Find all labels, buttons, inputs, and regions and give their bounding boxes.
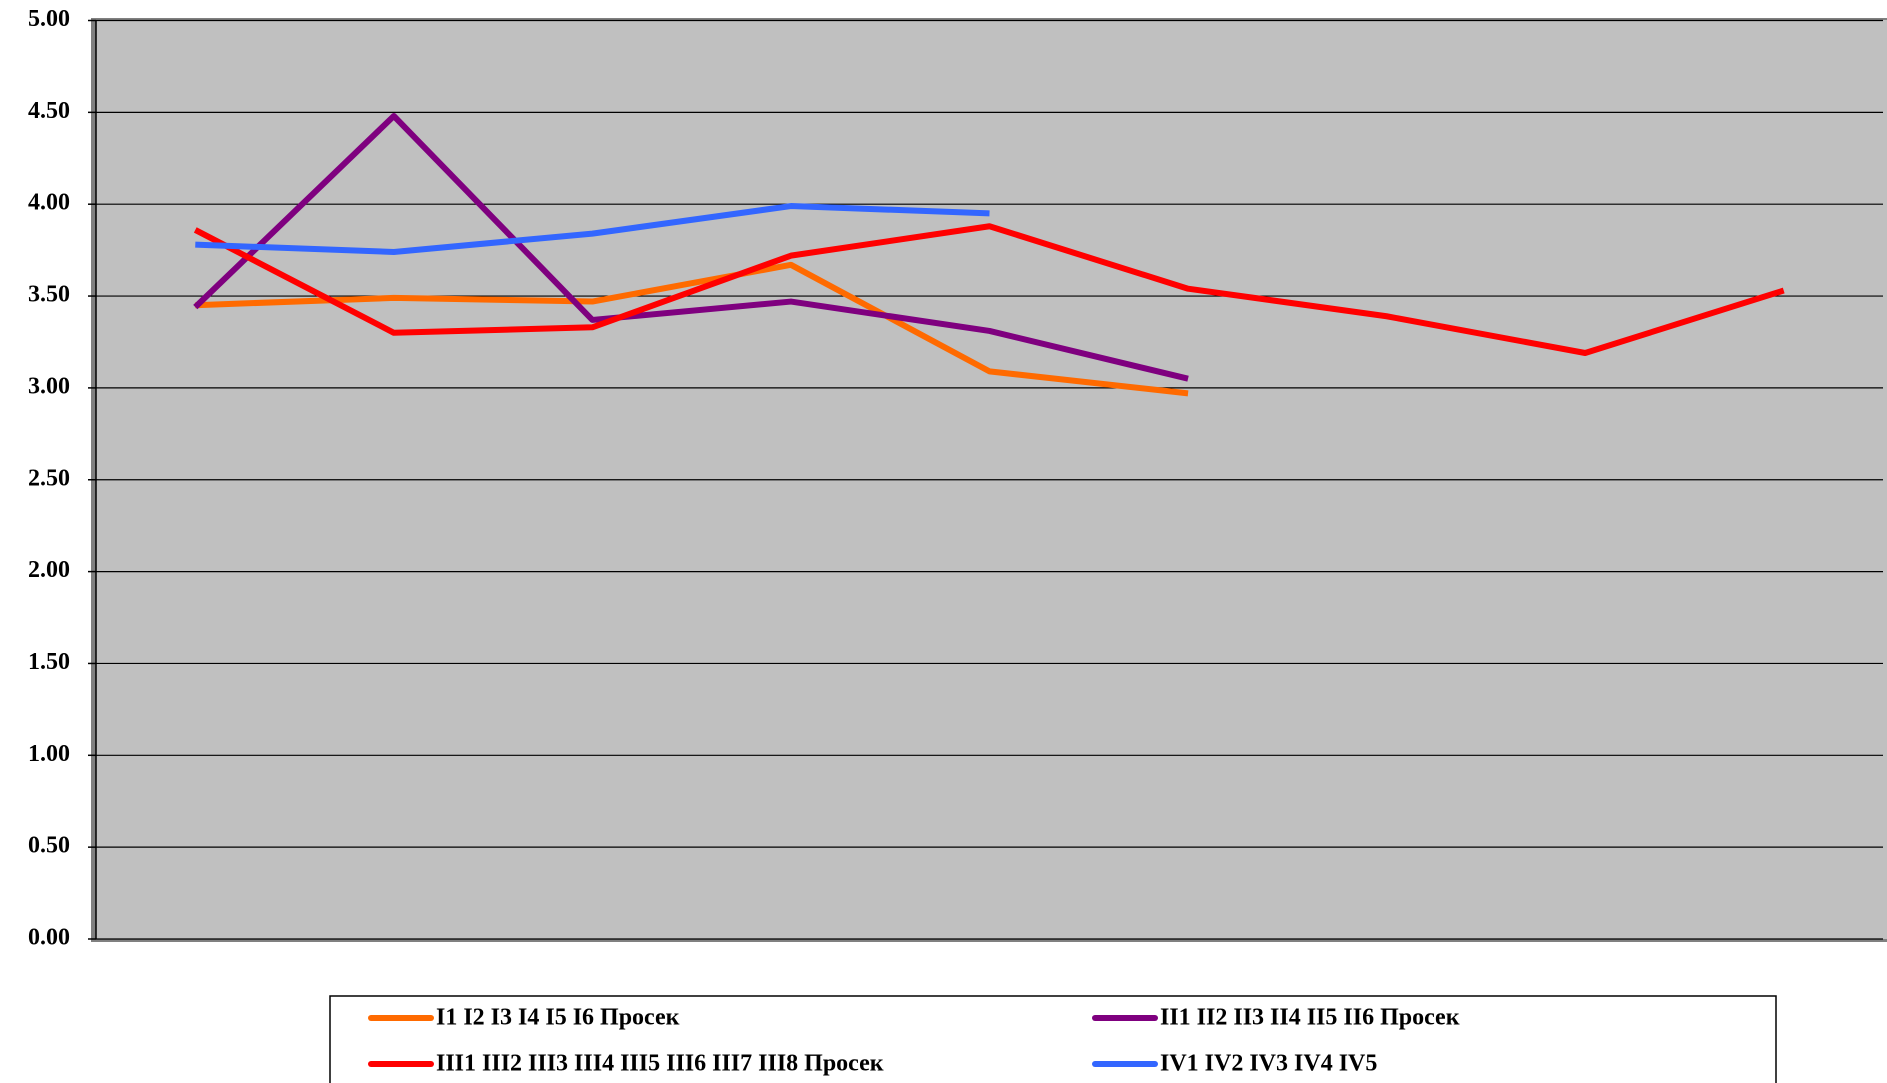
y-tick-label: 2.00 — [28, 557, 70, 583]
series-line — [195, 203, 990, 255]
y-tick-label: 4.50 — [28, 98, 70, 124]
y-tick-label: 1.50 — [28, 649, 70, 675]
y-tick-label: 3.00 — [28, 373, 70, 399]
y-tick-label: 4.00 — [28, 190, 70, 216]
legend-label: II1 II2 II3 II4 II5 II6 Просек — [1160, 1005, 1460, 1031]
y-tick-label: 1.00 — [28, 741, 70, 767]
series-line — [195, 261, 1189, 397]
y-tick-label: 3.50 — [28, 282, 70, 308]
y-tick-label: 0.00 — [28, 925, 70, 951]
legend-label: III1 III2 III3 III4 III5 III6 III7 III8 … — [436, 1051, 884, 1077]
legend-box — [329, 995, 1777, 1083]
y-tick-label: 0.50 — [28, 833, 70, 859]
series-line — [193, 113, 1189, 382]
series-line — [193, 223, 1785, 356]
y-tick-label: 2.50 — [28, 465, 70, 491]
legend-label: I1 I2 I3 I4 I5 I6 Просек — [436, 1005, 680, 1031]
y-tick-label: 5.00 — [28, 6, 70, 32]
legend-label: IV1 IV2 IV3 IV4 IV5 — [1160, 1051, 1377, 1077]
